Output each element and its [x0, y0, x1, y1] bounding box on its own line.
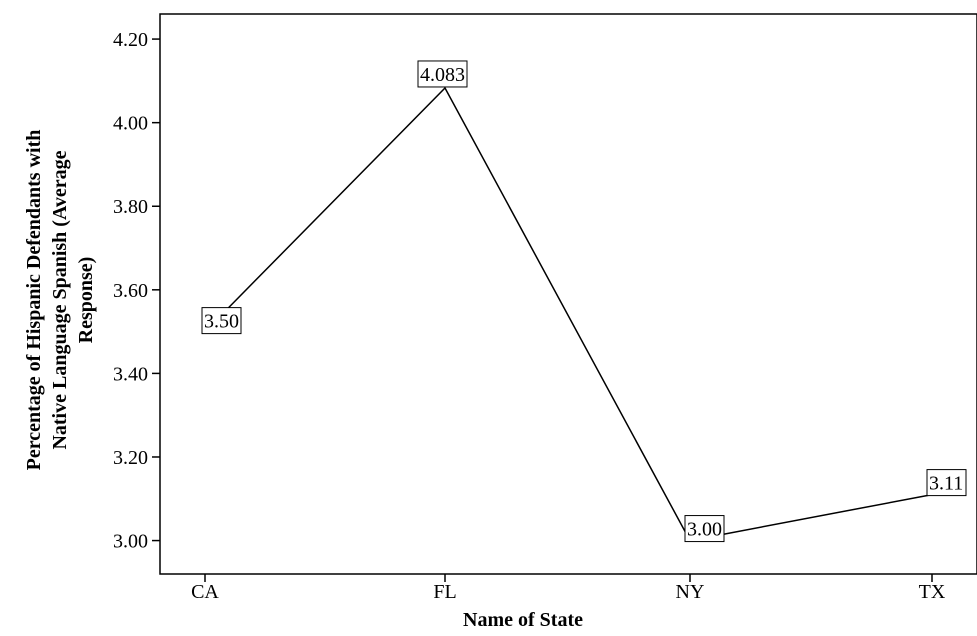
y-axis-title-line-1: Percentage of Hispanic Defendants with [23, 130, 45, 471]
y-axis-title-line-3: Response) [75, 257, 97, 344]
data-label-text: 3.50 [204, 311, 239, 333]
series-line [204, 86, 933, 542]
y-tick-label: 3.40 [113, 363, 148, 385]
y-tick-label: 4.20 [113, 29, 148, 51]
data-label-text: 3.11 [929, 473, 963, 495]
data-label-box [926, 469, 967, 497]
y-axis: 3.00 3.20 3.40 3.60 3.80 4.00 4.20 [113, 29, 160, 553]
data-label-box [201, 307, 242, 335]
y-axis-title-line-2: Native Language Spanish (Average [49, 150, 71, 449]
plot-frame [159, 13, 977, 575]
x-tick-label: NY [676, 581, 705, 603]
data-label-text: 3.00 [687, 519, 722, 541]
data-label: 4.083 [417, 60, 468, 88]
y-tick-label: 3.60 [113, 280, 148, 302]
data-label-text: 4.083 [420, 64, 465, 86]
y-tick-label: 4.00 [113, 113, 148, 135]
data-label-box [684, 515, 725, 543]
y-tick-label: 3.20 [113, 447, 148, 469]
x-tick-label: CA [191, 581, 219, 603]
data-label-box [417, 60, 468, 88]
y-tick-label: 3.80 [113, 196, 148, 218]
x-axis-title: Name of State [463, 609, 583, 631]
series [204, 86, 933, 542]
data-labels: 3.50 4.083 3.00 3.11 [201, 60, 967, 543]
y-tick-label: 3.00 [113, 531, 148, 553]
x-tick-label: TX [919, 581, 946, 603]
data-label: 3.00 [684, 515, 725, 543]
data-label: 3.11 [926, 469, 967, 497]
x-axis: CA FL NY TX [191, 574, 946, 603]
x-tick-label: FL [433, 581, 456, 603]
data-label: 3.50 [201, 307, 242, 335]
